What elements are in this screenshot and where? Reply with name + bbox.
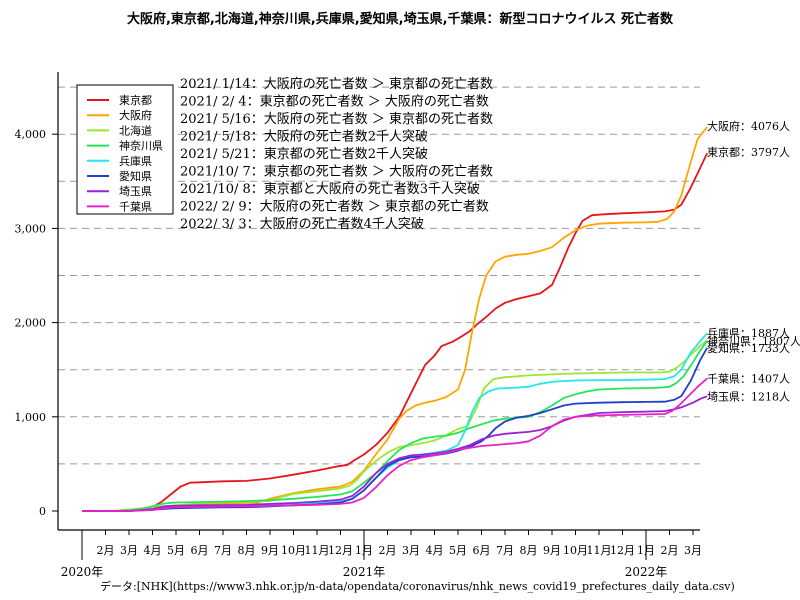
annotation-7: 2022/ 2/ 9：大阪府の死亡者数 ＞ 東京都の死亡者数	[180, 199, 489, 215]
y-tick-label: 3,000	[15, 222, 47, 235]
annotation-0: 2021/ 1/14：大阪府の死亡者数 ＞ 東京都の死亡者数	[180, 76, 493, 92]
x-tick-label: 12月	[610, 544, 635, 557]
x-tick-label: 5月	[167, 544, 185, 557]
x-tick-label: 6月	[473, 544, 491, 557]
x-tick-label: 2月	[97, 544, 115, 557]
annotation-1: 2021/ 2/ 4：東京都の死亡者数 ＞ 大阪府の死亡者数	[180, 94, 489, 110]
legend-label-3: 神奈川県	[119, 139, 163, 153]
end-labels: 東京都：3797人大阪府：4076人神奈川県：1807人兵庫県：1887人愛知県…	[707, 119, 800, 403]
series-lines	[81, 126, 708, 512]
x-tick-label: 9月	[261, 544, 279, 557]
legend-label-2: 北海道	[119, 123, 152, 137]
year-label: 2020年	[61, 565, 104, 579]
end-label-2: 神奈川県：1807人	[707, 334, 800, 348]
y-tick-label: 4,000	[15, 128, 47, 141]
legend-box	[76, 84, 174, 215]
x-tick-label: 2月	[379, 544, 397, 557]
end-label-3: 兵庫県：1887人	[707, 326, 790, 340]
x-tick-label: 3月	[684, 544, 702, 557]
legend-label-6: 埼玉県	[119, 184, 152, 198]
x-tick-label: 7月	[214, 544, 232, 557]
x-tick-label: 12月	[328, 544, 353, 557]
end-label-6: 千葉県：1407人	[707, 371, 790, 385]
annotation-2: 2021/ 5/16：大阪府の死亡者数 ＞ 東京都の死亡者数	[180, 111, 493, 127]
series-line-1	[82, 126, 708, 512]
annotation-4: 2021/ 5/21：東京都の死亡者数2千人突破	[180, 146, 428, 162]
series-line-0	[82, 152, 708, 512]
x-tick-label: 10月	[281, 544, 306, 557]
legend-label-4: 兵庫県	[119, 154, 152, 168]
chart-title: 大阪府,東京都,北海道,神奈川県,兵庫県,愛知県,埼玉県,千葉県：新型コロナウイ…	[126, 12, 674, 27]
annotations: 2021/ 1/14：大阪府の死亡者数 ＞ 東京都の死亡者数 2021/ 2/ 4…	[180, 76, 493, 232]
annotation-6: 2021/10/ 8：東京都と大阪府の死亡者数3千人突破	[180, 181, 480, 197]
x-tick-label: 3月	[120, 544, 138, 557]
end-label-4: 愛知県：1733人	[707, 341, 790, 355]
y-tick-label: 0	[39, 505, 46, 518]
legend-label-5: 愛知県	[119, 169, 152, 183]
end-label-1: 大阪府：4076人	[707, 119, 790, 133]
legend-label-1: 大阪府	[119, 108, 152, 122]
year-label: 2021年	[343, 565, 386, 579]
x-tick-label: 9月	[543, 544, 561, 557]
end-label-0: 東京都：3797人	[707, 145, 790, 159]
y-tick-label: 2,000	[15, 317, 47, 330]
x-tick-label: 6月	[191, 544, 209, 557]
x-tick-label: 4月	[426, 544, 444, 557]
annotation-3: 2021/ 5/18：大阪府の死亡者数2千人突破	[180, 129, 428, 145]
x-tick-label: 8月	[520, 544, 538, 557]
x-tick-label: 5月	[449, 544, 467, 557]
legend-label-7: 千葉県	[119, 199, 152, 213]
annotation-8: 2022/ 3/ 3：大阪府の死亡者数4千人突破	[180, 216, 424, 232]
series-line-7	[82, 377, 708, 512]
year-label: 2022年	[625, 565, 668, 579]
series-line-6	[82, 395, 708, 512]
y-tick-label: 1,000	[15, 411, 47, 424]
x-tick-label: 11月	[587, 544, 612, 557]
series-line-3	[82, 340, 708, 512]
x-tick-label: 11月	[305, 544, 330, 557]
x-tick-label: 4月	[144, 544, 162, 557]
end-label-5: 埼玉県：1218人	[707, 389, 790, 403]
legend-label-0: 東京都	[119, 93, 152, 107]
x-tick-label: 8月	[238, 544, 256, 557]
x-tick-label: 7月	[496, 544, 514, 557]
x-tick-label: 2月	[661, 544, 679, 557]
x-tick-label: 10月	[563, 544, 588, 557]
source-note: データ:[NHK](https://www3.nhk.or.jp/n-data/…	[100, 580, 735, 593]
x-tick-label: 3月	[402, 544, 420, 557]
annotation-5: 2021/10/ 7：東京都の死亡者数 ＞ 大阪府の死亡者数	[180, 164, 493, 180]
